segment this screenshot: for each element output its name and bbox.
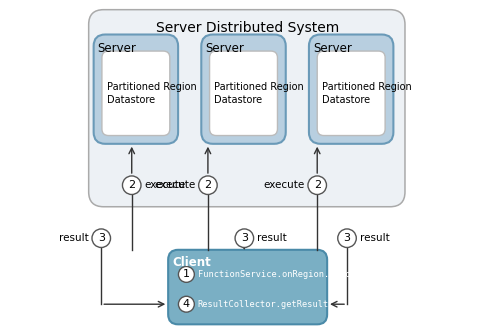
FancyBboxPatch shape bbox=[210, 51, 277, 136]
FancyBboxPatch shape bbox=[89, 10, 405, 207]
Circle shape bbox=[123, 176, 141, 194]
Text: FunctionService.onRegion.execute: FunctionService.onRegion.execute bbox=[198, 270, 366, 279]
Circle shape bbox=[179, 267, 194, 282]
Circle shape bbox=[92, 229, 111, 247]
Circle shape bbox=[338, 229, 356, 247]
Text: Server: Server bbox=[313, 42, 352, 55]
Text: 2: 2 bbox=[314, 180, 321, 190]
FancyBboxPatch shape bbox=[201, 34, 286, 144]
FancyBboxPatch shape bbox=[93, 34, 178, 144]
FancyBboxPatch shape bbox=[309, 34, 394, 144]
Text: Partitioned Region
Datastore: Partitioned Region Datastore bbox=[322, 82, 412, 105]
Text: Partitioned Region
Datastore: Partitioned Region Datastore bbox=[107, 82, 196, 105]
Text: 3: 3 bbox=[98, 233, 105, 243]
Text: result: result bbox=[59, 233, 89, 243]
Text: execute: execute bbox=[144, 180, 185, 190]
Circle shape bbox=[199, 176, 217, 194]
Text: execute: execute bbox=[154, 180, 195, 190]
Text: result: result bbox=[360, 233, 389, 243]
Text: Server: Server bbox=[97, 42, 136, 55]
Text: Partitioned Region
Datastore: Partitioned Region Datastore bbox=[214, 82, 304, 105]
Text: ResultCollector.getResult: ResultCollector.getResult bbox=[198, 300, 329, 309]
Text: 3: 3 bbox=[343, 233, 350, 243]
Text: 2: 2 bbox=[204, 180, 212, 190]
Text: Client: Client bbox=[173, 256, 212, 269]
Text: Server: Server bbox=[205, 42, 244, 55]
Text: 3: 3 bbox=[241, 233, 248, 243]
Text: 1: 1 bbox=[183, 270, 190, 280]
Circle shape bbox=[179, 296, 194, 312]
Circle shape bbox=[235, 229, 253, 247]
Text: 2: 2 bbox=[128, 180, 135, 190]
Text: execute: execute bbox=[263, 180, 305, 190]
Text: result: result bbox=[257, 233, 287, 243]
FancyBboxPatch shape bbox=[102, 51, 170, 136]
FancyBboxPatch shape bbox=[168, 250, 327, 324]
Text: Server Distributed System: Server Distributed System bbox=[156, 21, 339, 35]
Circle shape bbox=[308, 176, 327, 194]
FancyBboxPatch shape bbox=[317, 51, 385, 136]
Text: 4: 4 bbox=[183, 299, 190, 309]
